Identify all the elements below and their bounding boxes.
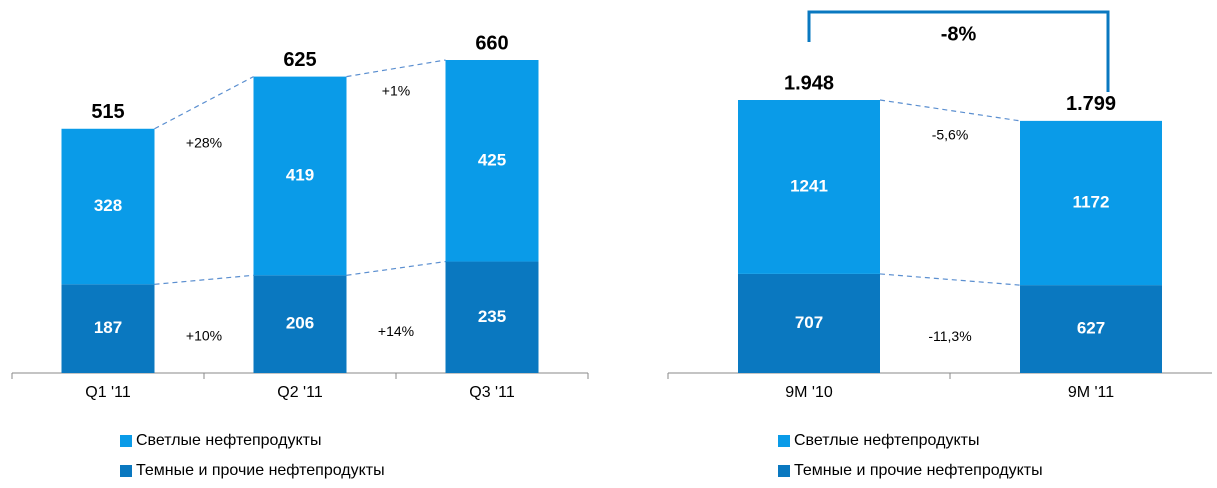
legend-swatch [778, 435, 790, 447]
bar-segment [738, 100, 880, 274]
bar-value-label: 235 [478, 307, 506, 326]
bar-value-label: 707 [795, 313, 823, 332]
legend-label: Светлые нефтепродукты [794, 432, 979, 449]
total-change-label: -8% [941, 23, 977, 45]
bar-segment [445, 261, 539, 373]
legend-swatch [120, 435, 132, 447]
total-label: 1.799 [1066, 93, 1116, 115]
change-label: +10% [186, 327, 222, 343]
bar-segment [738, 273, 880, 373]
change-label: -5,6% [932, 127, 969, 143]
connector [346, 260, 446, 276]
bar-value-label: 425 [478, 150, 506, 169]
change-label: +28% [186, 134, 222, 150]
connector [154, 274, 254, 285]
x-tick-label: 9M '10 [785, 384, 833, 401]
legend-swatch [778, 465, 790, 477]
connector [346, 59, 446, 78]
x-tick-label: Q1 '11 [85, 384, 131, 401]
connector [154, 76, 254, 130]
bar-segment [61, 284, 155, 373]
legend-label: Темные и прочие нефтепродукты [794, 462, 1043, 479]
bar-value-label: 1172 [1073, 192, 1110, 211]
legend-label: Светлые нефтепродукты [136, 432, 321, 449]
bar-segment [1020, 285, 1162, 373]
connector [879, 273, 1021, 286]
legend-label: Темные и прочие нефтепродукты [136, 462, 385, 479]
bar-value-label: 328 [94, 196, 122, 215]
x-tick-label: Q3 '11 [469, 384, 515, 401]
bar-value-label: 1241 [790, 176, 828, 195]
bar-segment [253, 275, 347, 373]
change-bracket [807, 10, 1110, 92]
x-tick-label: Q2 '11 [277, 384, 323, 401]
bar-value-label: 627 [1077, 319, 1105, 338]
bar-segment [61, 128, 155, 285]
x-tick-label: 9M '11 [1068, 384, 1114, 401]
connector [879, 99, 1021, 122]
bar-segment [445, 60, 539, 262]
total-label: 625 [283, 49, 316, 71]
total-label: 1.948 [784, 72, 834, 94]
legend-swatch [120, 465, 132, 477]
bar-value-label: 187 [94, 318, 122, 337]
bar-value-label: 206 [286, 314, 314, 333]
change-label: +14% [378, 323, 414, 339]
change-label: +1% [382, 82, 410, 98]
total-label: 515 [91, 101, 124, 123]
change-label: -11,3% [928, 328, 971, 344]
bar-segment [1020, 120, 1162, 286]
total-label: 660 [475, 32, 508, 54]
bar-value-label: 419 [286, 165, 314, 184]
bar-segment [253, 76, 347, 276]
